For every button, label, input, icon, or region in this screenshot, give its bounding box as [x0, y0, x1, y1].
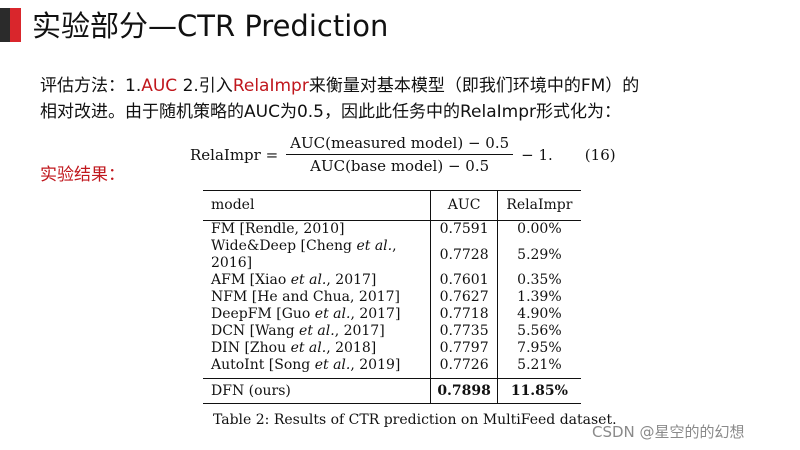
- table-row: AutoInt [Song et al., 2019] 0.7726 5.21%: [203, 357, 581, 374]
- eval-suffix: 来衡量对基本模型（即我们环境中的FM）的: [308, 76, 640, 96]
- final-separator: [203, 378, 581, 379]
- header-separator: [203, 220, 581, 221]
- cell-model: AutoInt [Song et al., 2019]: [203, 357, 431, 374]
- model-name-tail: , 2017]: [334, 323, 385, 339]
- model-name-tail: , 2019]: [350, 357, 401, 373]
- formula-lhs: RelaImpr =: [190, 145, 279, 164]
- cell-auc: 0.7726: [430, 357, 498, 374]
- eval-relaimpr-highlight: RelaImpr: [232, 76, 309, 96]
- model-name-italic: et al.: [290, 272, 327, 288]
- cell-auc: 0.7898: [430, 379, 498, 403]
- cell-auc: 0.7797: [430, 340, 498, 357]
- cell-relaimpr: 0.00%: [496, 221, 581, 238]
- table-row-ours: DFN (ours) 0.7898 11.85%: [203, 379, 581, 403]
- slide-title: 实验部分—CTR Prediction: [32, 9, 389, 43]
- eval-prefix: 评估方法：1.: [40, 76, 142, 96]
- table-caption: Table 2: Results of CTR prediction on Mu…: [213, 412, 617, 428]
- cell-relaimpr: 7.95%: [496, 340, 581, 357]
- table-row: DCN [Wang et al., 2017] 0.7735 5.56%: [203, 323, 581, 340]
- model-name: AFM [Xiao: [211, 272, 291, 288]
- cell-relaimpr: 4.90%: [496, 306, 581, 323]
- cell-auc: 0.7627: [430, 289, 498, 306]
- eval-method-line-2: 相对改进。由于随机策略的AUC为0.5，因此此任务中的RelaImpr形式化为：: [40, 102, 621, 122]
- cell-model: NFM [He and Chua, 2017]: [203, 289, 431, 306]
- cell-auc: 0.7735: [430, 323, 498, 340]
- model-name: DIN [Zhou: [211, 340, 291, 356]
- cell-relaimpr: 0.35%: [496, 272, 581, 289]
- model-name: AutoInt [Song: [211, 357, 315, 373]
- model-name: DeepFM [Guo: [211, 306, 315, 322]
- eval-method-line-1: 评估方法：1.AUC 2.引入RelaImpr来衡量对基本模型（即我们环境中的F…: [40, 74, 639, 98]
- cell-model: DeepFM [Guo et al., 2017]: [203, 306, 431, 323]
- result-label: 实验结果：: [40, 165, 125, 185]
- table-row: NFM [He and Chua, 2017] 0.7627 1.39%: [203, 289, 581, 306]
- cell-auc: 0.7601: [430, 272, 498, 289]
- cell-relaimpr: 5.29%: [496, 238, 581, 272]
- cell-model: DIN [Zhou et al., 2018]: [203, 340, 431, 357]
- table-row: DIN [Zhou et al., 2018] 0.7797 7.95%: [203, 340, 581, 357]
- cell-model: AFM [Xiao et al., 2017]: [203, 272, 431, 289]
- row-gap: [203, 374, 581, 379]
- formula-numerator: AUC(measured model) − 0.5: [286, 134, 514, 155]
- title-accent-bar-dark: [0, 8, 10, 42]
- table-bottom-rule: [203, 403, 581, 404]
- relaimpr-formula: RelaImpr = AUC(measured model) − 0.5 AUC…: [190, 134, 616, 175]
- table-row: DeepFM [Guo et al., 2017] 0.7718 4.90%: [203, 306, 581, 323]
- table-header-row: model AUC RelaImpr: [203, 191, 581, 221]
- cell-model: DFN (ours): [211, 383, 291, 399]
- model-name-italic: et al.: [290, 340, 327, 356]
- model-name: Wide&Deep [Cheng: [211, 238, 357, 254]
- header-model: model: [211, 197, 255, 213]
- header-relaimpr: RelaImpr: [496, 191, 581, 221]
- model-name: DCN [Wang: [211, 323, 300, 339]
- table-top-rule: [203, 190, 581, 191]
- model-name-italic: et al.: [314, 306, 351, 322]
- title-accent-bar-red: [10, 8, 21, 42]
- cell-relaimpr: 5.56%: [496, 323, 581, 340]
- formula-fraction: AUC(measured model) − 0.5 AUC(base model…: [286, 134, 514, 175]
- formula-equation-number: (16): [584, 145, 616, 164]
- csdn-watermark: CSDN @星空的的幻想: [592, 423, 745, 441]
- table-row: AFM [Xiao et al., 2017] 0.7601 0.35%: [203, 272, 581, 289]
- cell-relaimpr: 11.85%: [496, 379, 581, 403]
- header-auc: AUC: [430, 191, 498, 221]
- cell-auc: 0.7591: [430, 221, 498, 238]
- table-row: FM [Rendle, 2010] 0.7591 0.00%: [203, 221, 581, 238]
- formula-denominator: AUC(base model) − 0.5: [310, 157, 490, 175]
- model-name-tail: , 2018]: [326, 340, 377, 356]
- model-name-tail: , 2017]: [350, 306, 401, 322]
- cell-auc: 0.7728: [430, 238, 498, 272]
- cell-relaimpr: 5.21%: [496, 357, 581, 374]
- eval-auc-highlight: AUC: [141, 76, 178, 96]
- results-table-grid: model AUC RelaImpr FM [Rendle, 2010] 0.75…: [203, 191, 581, 403]
- model-name: NFM [He and Chua, 2017]: [211, 289, 401, 305]
- formula-tail: − 1.: [521, 145, 553, 164]
- model-name-tail: , 2017]: [326, 272, 377, 288]
- model-name: FM [Rendle, 2010]: [211, 221, 345, 237]
- cell-model: Wide&Deep [Cheng et al., 2016]: [203, 238, 431, 272]
- model-name-italic: et al.: [356, 238, 393, 254]
- cell-model: FM [Rendle, 2010]: [203, 221, 431, 238]
- cell-relaimpr: 1.39%: [496, 289, 581, 306]
- model-name-italic: et al.: [299, 323, 335, 339]
- eval-mid: 2.引入: [177, 76, 233, 96]
- cell-model: DCN [Wang et al., 2017]: [203, 323, 431, 340]
- model-name-tail: , 2016]: [211, 238, 397, 271]
- model-name-italic: et al.: [314, 357, 351, 373]
- table-row: Wide&Deep [Cheng et al., 2016] 0.7728 5.29…: [203, 238, 581, 272]
- results-table: model AUC RelaImpr FM [Rendle, 2010] 0.75…: [203, 190, 581, 404]
- cell-auc: 0.7718: [430, 306, 498, 323]
